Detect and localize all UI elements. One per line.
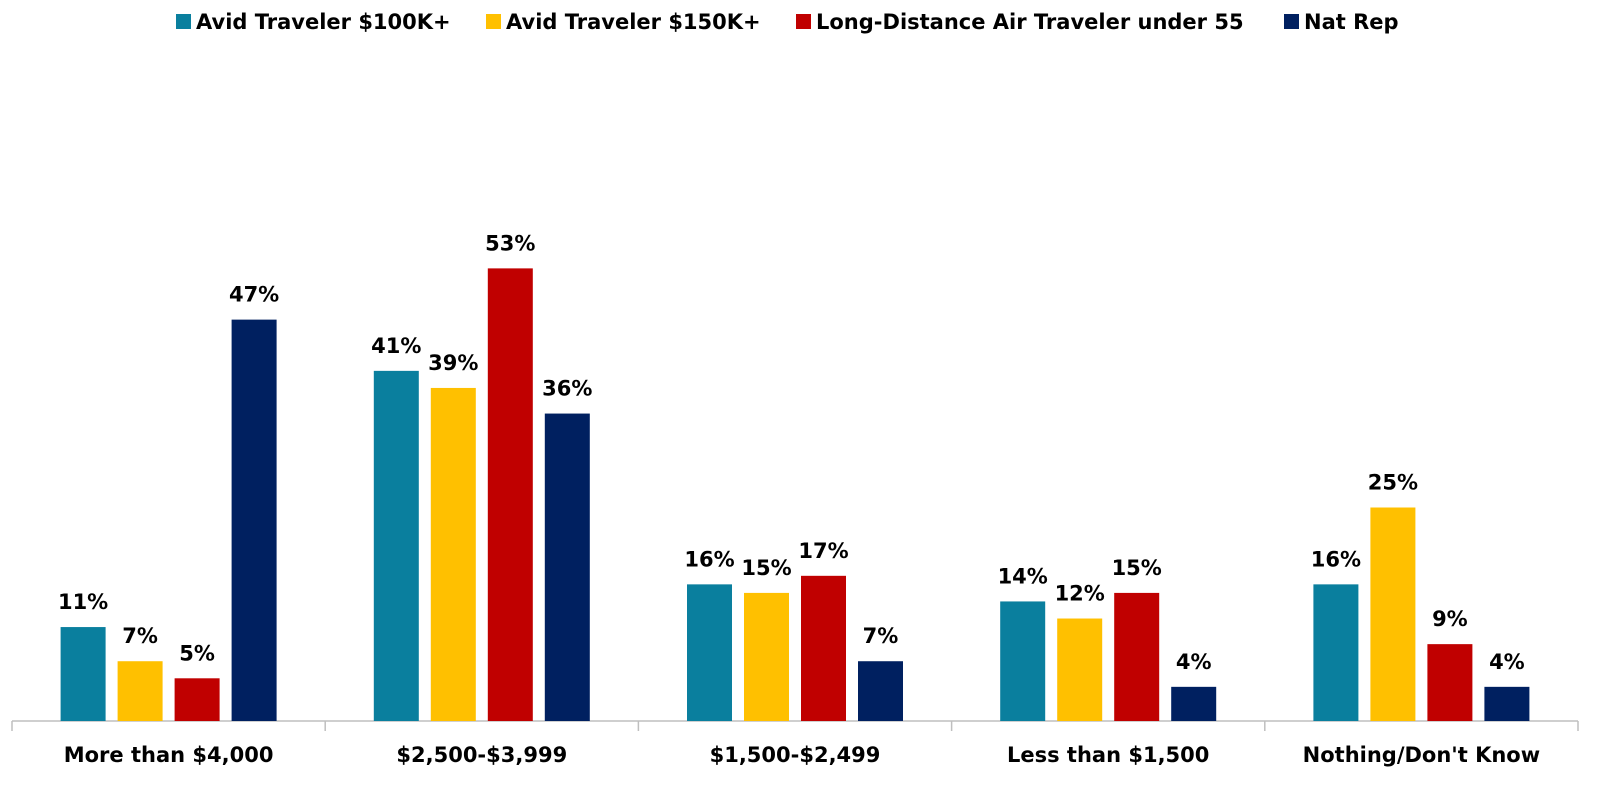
data-label: 41% bbox=[371, 334, 421, 358]
bar bbox=[231, 319, 277, 721]
data-label: 4% bbox=[1176, 650, 1212, 674]
bar bbox=[487, 268, 533, 721]
legend-label: Long-Distance Air Traveler under 55 bbox=[816, 10, 1244, 34]
bar bbox=[174, 678, 220, 721]
bar bbox=[1370, 507, 1416, 721]
legend-label: Avid Traveler $100K+ bbox=[196, 10, 451, 34]
data-label: 15% bbox=[1112, 556, 1162, 580]
legend-marker bbox=[486, 14, 501, 29]
data-label: 15% bbox=[741, 556, 791, 580]
bar bbox=[1114, 592, 1160, 721]
bar bbox=[1427, 644, 1473, 721]
legend-marker bbox=[796, 14, 811, 29]
data-label: 16% bbox=[1311, 547, 1361, 571]
bar bbox=[744, 592, 789, 721]
bar bbox=[544, 413, 590, 721]
bar bbox=[687, 584, 732, 721]
data-label: 5% bbox=[179, 641, 215, 665]
bar bbox=[1484, 686, 1530, 721]
legend-label: Nat Rep bbox=[1304, 10, 1399, 34]
data-label: 53% bbox=[485, 231, 535, 255]
data-label: 11% bbox=[58, 590, 108, 614]
data-label: 47% bbox=[229, 283, 279, 307]
legend-marker bbox=[1284, 14, 1299, 29]
legend-marker bbox=[176, 14, 191, 29]
legend-label: Avid Traveler $150K+ bbox=[506, 10, 761, 34]
x-tick-label: Less than $1,500 bbox=[1007, 743, 1209, 767]
data-label: 12% bbox=[1055, 582, 1105, 606]
data-label: 7% bbox=[863, 624, 899, 648]
bar bbox=[117, 661, 163, 721]
data-label: 39% bbox=[428, 351, 478, 375]
x-tick-label: $2,500-$3,999 bbox=[396, 743, 567, 767]
data-label: 17% bbox=[798, 539, 848, 563]
data-label: 7% bbox=[122, 624, 158, 648]
bar bbox=[801, 575, 846, 721]
data-label: 4% bbox=[1489, 650, 1525, 674]
bar bbox=[430, 387, 476, 721]
x-tick-label: $1,500-$2,499 bbox=[710, 743, 881, 767]
data-label: 25% bbox=[1368, 471, 1418, 495]
bar bbox=[1171, 686, 1217, 721]
x-tick-label: Nothing/Don't Know bbox=[1303, 743, 1540, 767]
bar bbox=[858, 661, 903, 721]
bar bbox=[1313, 584, 1359, 721]
bar bbox=[1057, 618, 1103, 721]
x-tick-label: More than $4,000 bbox=[64, 743, 274, 767]
data-label: 14% bbox=[998, 564, 1048, 588]
bar bbox=[373, 370, 419, 721]
data-label: 36% bbox=[542, 377, 592, 401]
bar bbox=[60, 627, 106, 721]
data-label: 9% bbox=[1432, 607, 1468, 631]
bar bbox=[1000, 601, 1046, 721]
data-label: 16% bbox=[684, 547, 734, 571]
